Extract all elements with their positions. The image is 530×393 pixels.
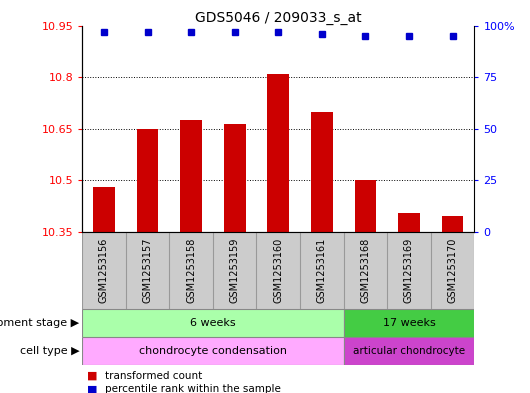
Text: GSM1253159: GSM1253159 <box>229 237 240 303</box>
Text: GSM1253158: GSM1253158 <box>186 237 196 303</box>
Text: chondrocyte condensation: chondrocyte condensation <box>139 346 287 356</box>
Text: articular chondrocyte: articular chondrocyte <box>353 346 465 356</box>
Bar <box>137 129 158 232</box>
Bar <box>180 120 202 232</box>
Text: GSM1253156: GSM1253156 <box>99 237 109 303</box>
Text: ■: ■ <box>87 384 98 393</box>
Text: cell type ▶: cell type ▶ <box>20 346 80 356</box>
Text: GSM1253169: GSM1253169 <box>404 237 414 303</box>
Title: GDS5046 / 209033_s_at: GDS5046 / 209033_s_at <box>195 11 361 24</box>
Bar <box>355 180 376 232</box>
Bar <box>343 309 474 337</box>
Bar <box>224 123 245 232</box>
Text: ■: ■ <box>87 371 98 381</box>
Text: percentile rank within the sample: percentile rank within the sample <box>105 384 281 393</box>
Bar <box>343 337 474 365</box>
Bar <box>267 73 289 232</box>
Bar <box>441 217 463 232</box>
Text: 17 weeks: 17 weeks <box>383 318 435 328</box>
Text: transformed count: transformed count <box>105 371 202 381</box>
Bar <box>93 187 115 232</box>
Text: GSM1253168: GSM1253168 <box>360 237 370 303</box>
Bar <box>82 337 343 365</box>
Bar <box>311 112 333 232</box>
Text: GSM1253160: GSM1253160 <box>273 237 283 303</box>
Text: GSM1253157: GSM1253157 <box>143 237 153 303</box>
Text: GSM1253170: GSM1253170 <box>447 237 457 303</box>
Bar <box>82 309 343 337</box>
Bar <box>398 213 420 232</box>
Text: 6 weeks: 6 weeks <box>190 318 236 328</box>
Text: development stage ▶: development stage ▶ <box>0 318 80 328</box>
Text: GSM1253161: GSM1253161 <box>317 237 327 303</box>
